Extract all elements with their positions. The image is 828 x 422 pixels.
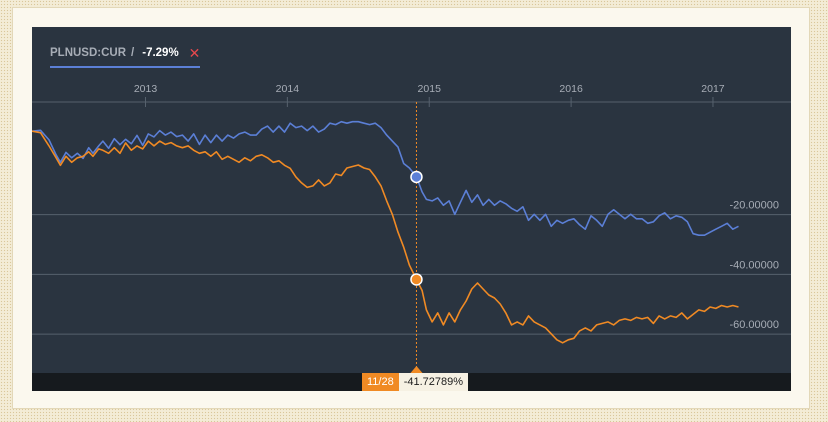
blue-series-line [32, 120, 739, 236]
orange-series-marker [410, 273, 423, 286]
tooltip-value: -41.72789% [398, 373, 469, 391]
y-tick-label: -20.00000 [729, 200, 779, 212]
x-tick-label: 2014 [276, 83, 300, 95]
chart-panel: 2013 2014 2015 2016 2017 -20.00000 -40.00000 -6… [32, 27, 791, 391]
legend-change: -7.29% [142, 47, 179, 59]
tooltip-date: 11/28 [362, 373, 399, 391]
legend-ticker: PLNUSD:CUR [50, 47, 127, 59]
x-tick-label: 2017 [701, 83, 725, 95]
crosshair-pointer [410, 366, 423, 373]
remove-series-icon[interactable]: ✕ [188, 44, 201, 61]
line-chart[interactable]: 2013 2014 2015 2016 2017 -20.00000 -40.00000 -6… [32, 27, 791, 391]
orange-series-line [32, 130, 739, 344]
x-tick-label: 2013 [134, 83, 158, 95]
x-tick-label: 2015 [418, 83, 442, 95]
x-tick-label: 2016 [559, 83, 583, 95]
legend-separator: / [131, 47, 135, 59]
y-tick-label: -40.00000 [729, 259, 779, 271]
y-tick-label: -60.00000 [729, 319, 779, 331]
series-legend[interactable]: PLNUSD:CUR / -7.29% ✕ [50, 43, 201, 68]
blue-series-marker [410, 170, 423, 184]
crosshair-tooltip: 11/28 -41.72789% [362, 373, 469, 391]
